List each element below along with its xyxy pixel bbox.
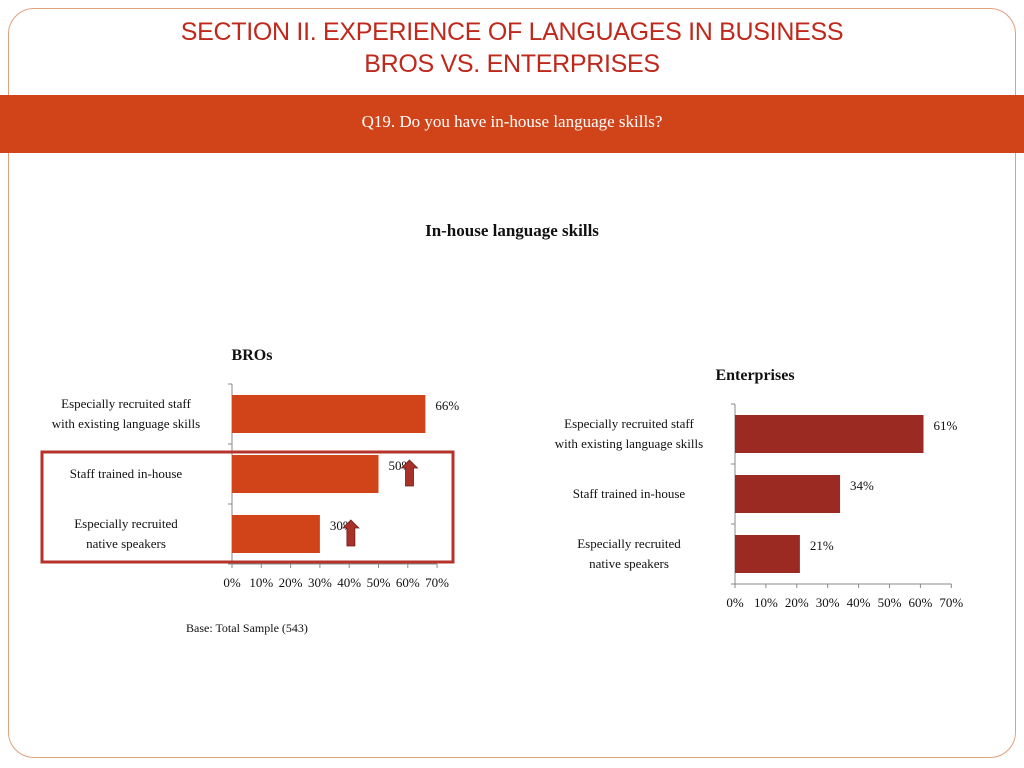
question-text: Q19. Do you have in-house language skill…: [361, 112, 663, 131]
bros-bar: [232, 455, 379, 493]
base-note: Base: Total Sample (543): [186, 621, 308, 635]
bros-category-label: Especially recruited: [74, 516, 178, 531]
slide-title-line1: SECTION II. EXPERIENCE OF LANGUAGES IN B…: [180, 18, 844, 46]
enterprises-bar: [735, 475, 841, 513]
enterprises-value-label: 34%: [850, 478, 874, 493]
bros-x-tick-label: 50%: [367, 575, 391, 590]
figure-title: In-house language skills: [425, 221, 599, 240]
enterprises-x-tick-label: 50%: [878, 595, 902, 610]
bros-x-tick-label: 40%: [337, 575, 361, 590]
enterprises-category-label: with existing language skills: [555, 436, 703, 451]
enterprises-x-tick-label: 40%: [847, 595, 871, 610]
slide-frame: [8, 8, 1016, 758]
slide-title: SECTION II. EXPERIENCE OF LANGUAGES IN B…: [0, 16, 1024, 80]
enterprises-x-tick-label: 10%: [754, 595, 778, 610]
up-arrow-icon: [400, 459, 419, 487]
bros-x-tick-label: 30%: [308, 575, 332, 590]
question-band: Q19. Do you have in-house language skill…: [0, 95, 1024, 153]
enterprises-value-label: 21%: [810, 538, 834, 553]
bros-category-label: with existing language skills: [52, 416, 200, 431]
bros-category-label: Staff trained in-house: [70, 466, 183, 481]
bros-x-tick-label: 70%: [425, 575, 449, 590]
bros-x-tick-label: 20%: [279, 575, 303, 590]
up-arrow-icon: [341, 519, 360, 547]
bros-category-label: native speakers: [86, 536, 166, 551]
enterprises-x-tick-label: 30%: [816, 595, 840, 610]
enterprises-chart: Enterprises 0% 10% 20% 30% 40% 50% 60% 70% 61% 34%…: [555, 367, 964, 610]
bros-bar: [232, 515, 320, 553]
enterprises-category-label: Especially recruited staff: [564, 416, 694, 431]
bros-x-tick-label: 60%: [396, 575, 420, 590]
enterprises-x-tick-label: 70%: [939, 595, 963, 610]
enterprises-category-label: Staff trained in-house: [573, 486, 686, 501]
enterprises-x-tick-label: 0%: [726, 595, 744, 610]
bros-category-label: Especially recruited staff: [61, 396, 191, 411]
enterprises-bar: [735, 415, 924, 453]
enterprises-bar: [735, 535, 800, 573]
enterprises-x-tick-label: 60%: [908, 595, 932, 610]
enterprises-category-label: native speakers: [589, 556, 669, 571]
bros-highlight-box: [40, 450, 455, 564]
enterprises-x-tick-label: 20%: [785, 595, 809, 610]
bros-x-tick-label: 0%: [223, 575, 241, 590]
enterprises-category-label: Especially recruited: [577, 536, 681, 551]
bros-x-tick-label: 10%: [249, 575, 273, 590]
bros-bar: [232, 395, 426, 433]
bros-chart-title: BROs: [232, 347, 273, 364]
enterprises-chart-title: Enterprises: [715, 367, 794, 384]
enterprises-value-label: 61%: [933, 418, 957, 433]
slide-title-line2: BROS VS. ENTERPRISES: [364, 50, 660, 78]
bros-value-label: 66%: [435, 398, 459, 413]
